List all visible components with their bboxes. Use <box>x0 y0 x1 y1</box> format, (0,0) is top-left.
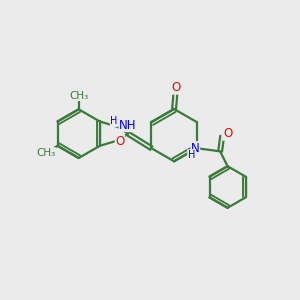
Text: CH₃: CH₃ <box>69 91 88 100</box>
Text: NH: NH <box>119 118 136 131</box>
Text: O: O <box>116 135 124 148</box>
Text: O: O <box>223 127 232 140</box>
Text: N: N <box>191 142 200 155</box>
Text: CH₃: CH₃ <box>36 148 55 158</box>
Text: H: H <box>188 150 195 160</box>
Text: O: O <box>171 81 180 94</box>
Text: H: H <box>110 116 118 127</box>
